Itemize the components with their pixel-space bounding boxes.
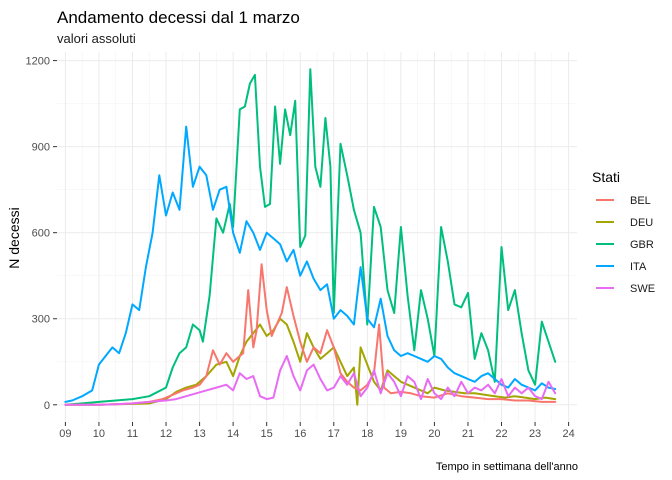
- x-tick-label: 19: [395, 428, 407, 440]
- y-axis-title: N decessi: [6, 207, 22, 268]
- legend-label-deu: DEU: [630, 217, 653, 229]
- x-axis: 09 10 11 12 13 14 15 16 17 18 19 20 21 22 23 24: [59, 422, 575, 440]
- x-tick-label: 10: [93, 428, 105, 440]
- y-tick-label: 0: [44, 400, 50, 412]
- legend-label-swe: SWE: [630, 283, 655, 295]
- x-tick-label: 11: [127, 428, 138, 440]
- chart-title: Andamento decessi dal 1 marzo: [57, 8, 300, 27]
- series-line-swe: [64, 355, 557, 406]
- series-line-ita: [64, 125, 557, 403]
- x-tick-label: 22: [495, 428, 507, 440]
- series-lines: [64, 68, 557, 406]
- x-tick-label: 16: [294, 428, 306, 440]
- y-axis: 0 300 600 900 1200: [26, 56, 57, 412]
- legend-label-ita: ITA: [630, 261, 647, 273]
- x-tick-label: 23: [529, 428, 541, 440]
- x-tick-label: 24: [562, 428, 574, 440]
- y-tick-label: 900: [32, 142, 50, 154]
- x-tick-label: 18: [361, 428, 373, 440]
- caption: Tempo in settimana dell'anno: [436, 461, 578, 473]
- x-tick-label: 12: [160, 428, 172, 440]
- x-tick-label: 14: [227, 428, 239, 440]
- x-tick-label: 13: [193, 428, 205, 440]
- series-line-bel: [64, 263, 557, 406]
- y-tick-label: 300: [32, 314, 50, 326]
- legend: Stati BEL DEU GBR ITA SWE: [592, 169, 655, 295]
- chart-subtitle: valori assoluti: [57, 31, 136, 46]
- grid-lines: [57, 52, 577, 422]
- legend-label-bel: BEL: [630, 195, 651, 207]
- x-tick-label: 09: [59, 428, 71, 440]
- legend-title: Stati: [592, 169, 620, 185]
- x-tick-label: 15: [261, 428, 273, 440]
- legend-label-gbr: GBR: [630, 239, 654, 251]
- x-tick-label: 17: [328, 428, 340, 440]
- series-line-gbr: [64, 68, 557, 406]
- y-tick-label: 600: [32, 228, 50, 240]
- x-tick-label: 21: [462, 428, 474, 440]
- x-tick-label: 20: [428, 428, 440, 440]
- y-tick-label: 1200: [26, 56, 50, 68]
